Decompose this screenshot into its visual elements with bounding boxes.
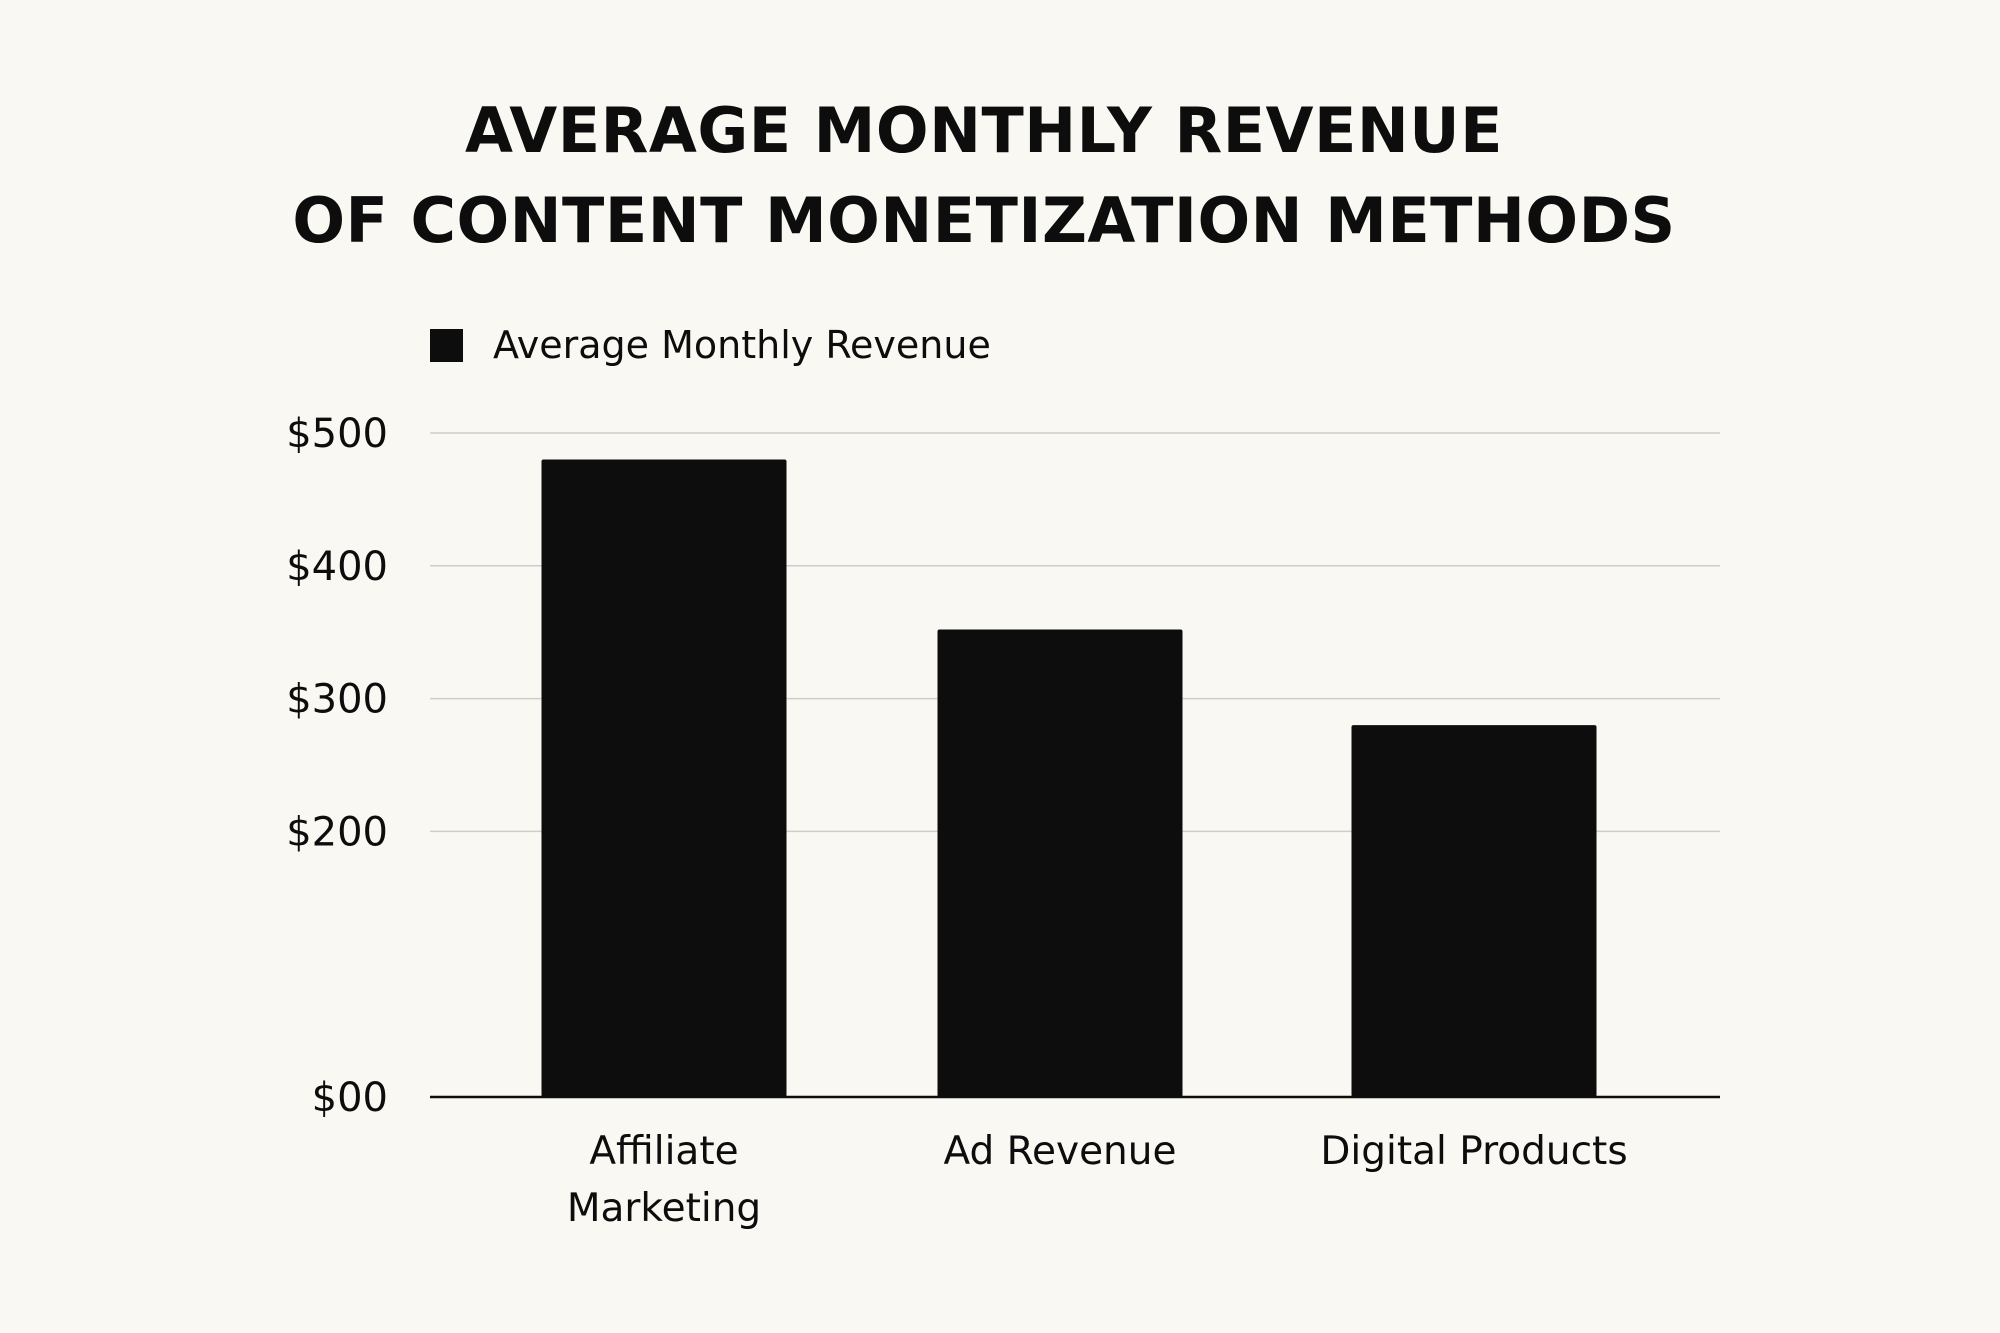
- legend-swatch: [430, 328, 463, 362]
- y-tick-label: $500: [286, 411, 388, 457]
- bar: [541, 459, 787, 1097]
- y-tick-label: $400: [286, 544, 388, 590]
- chart-title-line-1: AVERAGE MONTHLY REVENUE: [465, 94, 1503, 167]
- y-tick-label: $00: [312, 1075, 388, 1121]
- chart-title-line-2: OF CONTENT MONETIZATION METHODS: [292, 184, 1676, 257]
- x-tick-label: Affiliate: [589, 1129, 738, 1174]
- bar: [937, 629, 1183, 1097]
- bars: [541, 459, 1597, 1097]
- tick-labels: $00 $200 $300 $400 $500 Affiliate Marketing Ad …: [286, 411, 1627, 1231]
- legend-label: Average Monthly Revenue: [493, 323, 991, 367]
- bar: [1351, 725, 1597, 1097]
- x-tick-label: Ad Revenue: [944, 1129, 1177, 1174]
- y-tick-label: $300: [286, 677, 388, 723]
- x-tick-label: Digital Products: [1320, 1129, 1627, 1174]
- x-tick-label: Marketing: [567, 1186, 761, 1231]
- y-tick-label: $200: [286, 809, 388, 855]
- legend: Average Monthly Revenue: [430, 322, 991, 368]
